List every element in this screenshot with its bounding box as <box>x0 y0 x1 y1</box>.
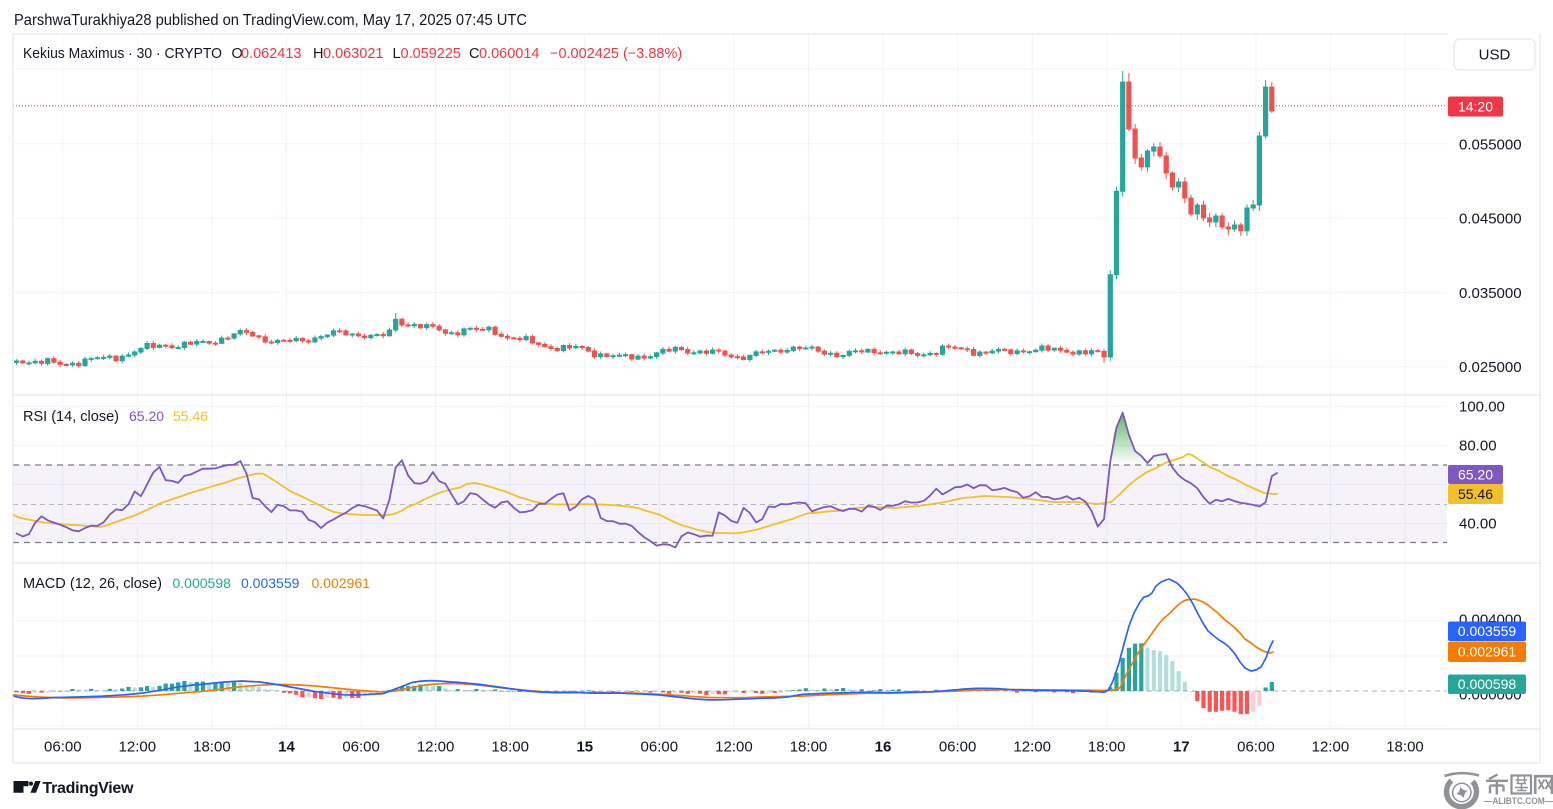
svg-text:0.003559: 0.003559 <box>1458 623 1517 639</box>
svg-text:USD: USD <box>1479 47 1511 64</box>
svg-text:06:00: 06:00 <box>342 739 380 756</box>
svg-text:0.045000: 0.045000 <box>1459 211 1522 228</box>
svg-text:06:00: 06:00 <box>641 739 679 756</box>
svg-text:18:00: 18:00 <box>193 739 231 756</box>
svg-text:TradingView: TradingView <box>43 780 135 797</box>
svg-text:06:00: 06:00 <box>44 739 82 756</box>
svg-text:40.00: 40.00 <box>1459 515 1497 532</box>
svg-text:17: 17 <box>1173 739 1190 756</box>
svg-text:ParshwaTurakhiya28 published o: ParshwaTurakhiya28 published on TradingV… <box>14 12 527 29</box>
svg-text:—ALIBTC.COM—: —ALIBTC.COM— <box>1484 796 1553 806</box>
svg-text:55.46: 55.46 <box>1458 486 1493 502</box>
svg-text:06:00: 06:00 <box>1237 739 1275 756</box>
svg-text:0.035000: 0.035000 <box>1459 285 1522 302</box>
svg-text:18:00: 18:00 <box>790 739 828 756</box>
svg-text:12:00: 12:00 <box>417 739 455 756</box>
svg-text:100.00: 100.00 <box>1459 398 1505 415</box>
svg-text:Kekius Maximus · 30 · CRYPTO: Kekius Maximus · 30 · CRYPTO <box>23 46 222 62</box>
svg-text:RSI (14, close): RSI (14, close) <box>23 409 119 425</box>
svg-text:12:00: 12:00 <box>715 739 753 756</box>
svg-text:16: 16 <box>875 739 892 756</box>
svg-text:18:00: 18:00 <box>1088 739 1126 756</box>
svg-text:0.055000: 0.055000 <box>1459 136 1522 153</box>
svg-text:0.002961: 0.002961 <box>1458 644 1517 660</box>
svg-text:06:00: 06:00 <box>939 739 977 756</box>
svg-text:65.20: 65.20 <box>1458 466 1493 482</box>
svg-text:18:00: 18:00 <box>1386 739 1424 756</box>
svg-text:80.00: 80.00 <box>1459 437 1497 454</box>
svg-text:14: 14 <box>278 739 295 756</box>
svg-text:15: 15 <box>576 739 593 756</box>
svg-text:12:00: 12:00 <box>119 739 157 756</box>
svg-text:14:20: 14:20 <box>1458 98 1493 114</box>
svg-text:12:00: 12:00 <box>1013 739 1051 756</box>
svg-text:0.000598: 0.000598 <box>1458 676 1517 692</box>
svg-text:MACD (12, 26, close): MACD (12, 26, close) <box>23 576 162 592</box>
svg-text:12:00: 12:00 <box>1312 739 1350 756</box>
svg-text:18:00: 18:00 <box>491 739 529 756</box>
svg-text:0.025000: 0.025000 <box>1459 359 1522 376</box>
